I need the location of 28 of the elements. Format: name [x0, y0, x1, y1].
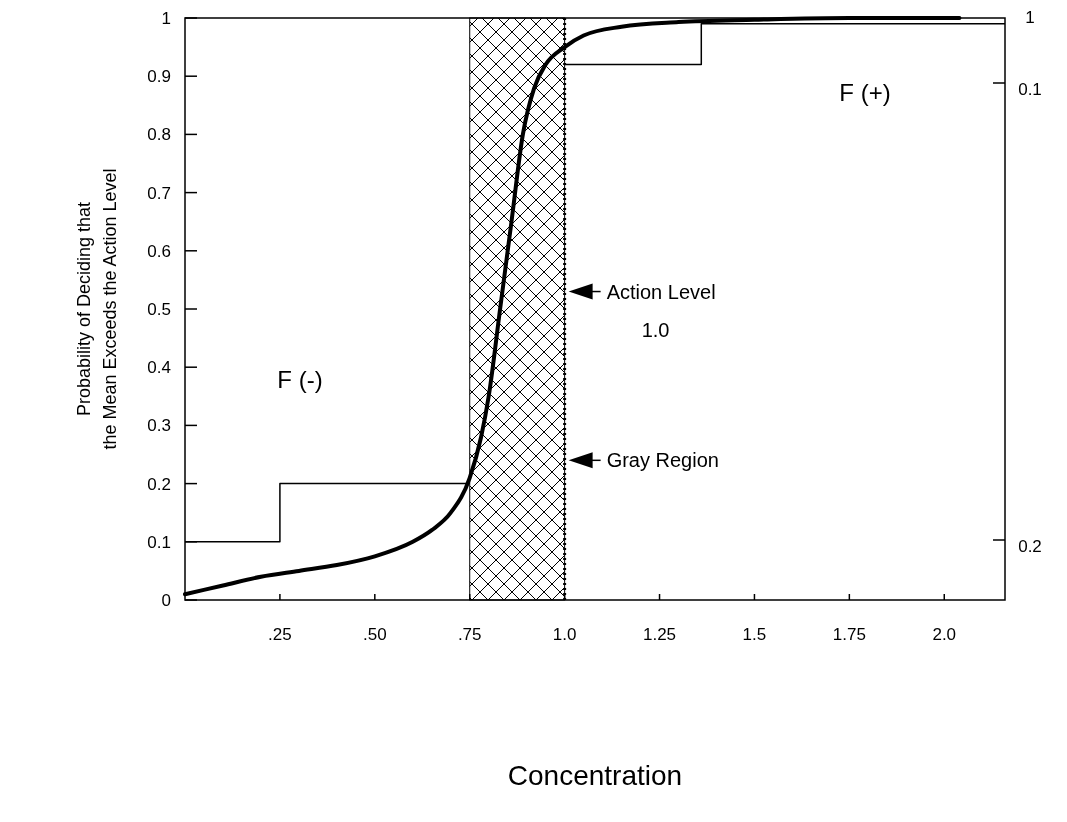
ref-line-label: Action Level 1.0	[606, 280, 716, 341]
y-tick-label: 0.3	[147, 416, 171, 436]
y-tick-label: 0.8	[147, 125, 171, 145]
x-tick-label: 1.75	[832, 625, 866, 644]
y-tick-label: 0	[161, 591, 171, 610]
x-tick-label: 1.25	[642, 625, 677, 644]
x-tick-label: 2.0	[932, 625, 957, 644]
y-axis-title: Probability of Deciding that the Mean Exceeds the Action Level	[74, 168, 120, 450]
x-tick-label: .75	[457, 625, 482, 644]
x-tick-label: .50	[362, 625, 387, 644]
y-tick-label: 0.1	[147, 532, 171, 552]
y-tick-label: 1	[161, 9, 171, 28]
annotation: F (+)	[839, 79, 891, 107]
text: 1	[1025, 7, 1035, 27]
y-tick-label: 0.5	[147, 300, 171, 319]
text: 0.2	[1018, 536, 1042, 556]
annotation: F (-)	[277, 366, 323, 394]
x-tick-label: 1.0	[552, 625, 577, 644]
y-tick-label: 0.7	[147, 183, 171, 203]
x-axis-title: Concentration	[507, 760, 683, 791]
y-tick-label: 0.2	[147, 474, 171, 494]
text: 0.1	[1018, 79, 1042, 99]
y-tick-label: 0.4	[147, 358, 171, 378]
x-tick-label: 1.5	[742, 625, 767, 644]
x-tick-label: .25	[268, 625, 292, 644]
band-label: Gray Region	[606, 449, 719, 472]
y-tick-label: 0.6	[147, 241, 171, 261]
y-tick-label: 0.9	[147, 67, 171, 87]
